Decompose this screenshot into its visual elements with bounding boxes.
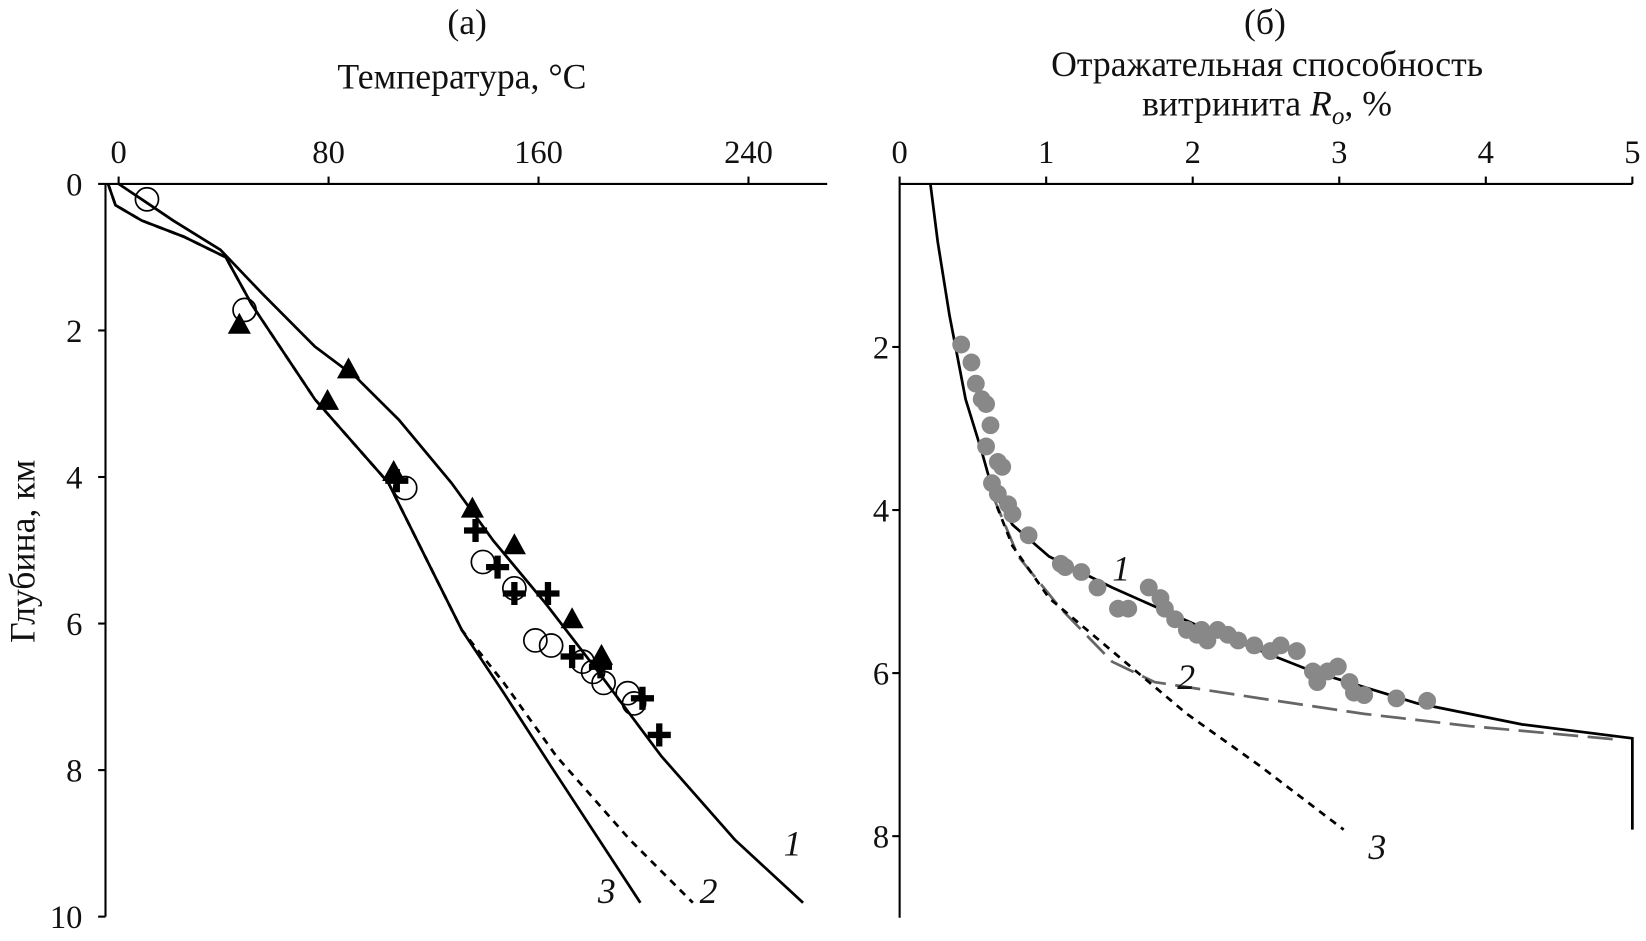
x-tick-label: 80 [312,135,345,171]
plus-marker [385,469,409,493]
panel-title: (а) [447,2,487,42]
dot-marker [952,335,971,354]
y-tick-label: 8 [873,820,889,856]
x-tick-label: 4 [1478,135,1494,171]
x-axis-label: Отражательная способность [1051,44,1483,84]
curve-label: 2 [1177,657,1195,697]
dot-marker [1088,578,1107,597]
dot-marker [993,457,1012,476]
curve-label: 1 [1112,549,1130,589]
circle-marker [522,628,548,653]
y-tick-label: 10 [50,900,83,936]
curve [990,493,1623,742]
triangle-marker [560,607,584,629]
curve [106,183,642,904]
x-tick-label: 1 [1038,135,1054,171]
plus-marker [588,655,613,679]
dot-marker [1245,636,1264,655]
plus-marker [502,581,526,606]
x-axis-label-text: витринита [1142,84,1310,124]
dot-marker [1229,631,1248,650]
dot-marker [981,416,1000,435]
plus-marker [647,723,671,747]
curve [990,493,1345,831]
curve [106,183,694,904]
plus-marker [486,555,510,579]
dot-marker [1003,505,1022,524]
curve-label: 1 [784,824,802,864]
x-axis-label-unit: , % [1344,84,1392,124]
curve [929,183,1634,830]
dot-marker [1328,657,1347,676]
curve [117,182,804,904]
y-tick-label: 2 [66,314,82,350]
dot-marker [1355,686,1374,705]
x-tick-label: 160 [514,135,563,171]
triangle-marker [227,312,251,334]
plus-marker [463,518,488,543]
circle-marker [134,186,160,212]
dot-marker [1072,563,1091,581]
x-tick-label: 5 [1624,135,1640,171]
plus-marker [560,644,584,669]
x-axis-label: Температура, °C [337,56,586,96]
y-axis-label: Глубина, км [3,460,43,643]
dot-marker [966,374,985,393]
circle-marker [538,633,564,658]
dot-marker [977,395,996,413]
y-tick-label: 4 [873,494,889,530]
triangle-marker [589,643,614,665]
x-tick-label: 0 [110,135,126,171]
dot-marker [962,353,981,372]
curve-label: 3 [597,871,616,911]
dot-marker [1119,599,1138,618]
y-tick-label: 8 [66,754,82,790]
dot-marker [1166,610,1185,629]
dot-marker [1139,578,1158,597]
dot-marker [1387,689,1406,708]
x-axis-label-symbol: R [1309,84,1332,124]
panel-title: (б) [1244,2,1286,42]
dot-marker [1418,691,1437,710]
plus-marker [630,686,654,710]
x-tick-label: 240 [724,135,773,171]
y-tick-label: 6 [873,657,889,693]
y-tick-label: 2 [873,331,889,367]
triangle-marker [502,533,526,555]
y-tick-label: 4 [66,461,82,497]
dot-marker [1271,636,1290,655]
curve-label: 2 [700,871,718,911]
x-axis-label: витринита Ro, % [1142,84,1392,130]
curve-label: 3 [1367,827,1386,867]
y-tick-label: 6 [66,607,82,643]
dot-marker [1287,642,1306,661]
x-axis-label-subscript: o [1332,103,1345,130]
triangle-marker [460,496,484,518]
x-tick-label: 0 [891,135,907,171]
x-tick-label: 2 [1185,135,1201,171]
triangle-marker [315,388,340,410]
dot-marker [1019,526,1038,545]
y-tick-label: 0 [66,167,82,203]
plus-marker [536,581,560,606]
x-tick-label: 3 [1331,135,1347,171]
dot-marker [977,437,996,456]
triangle-marker [336,357,361,379]
dot-marker [1056,558,1075,577]
circle-marker [232,297,257,323]
